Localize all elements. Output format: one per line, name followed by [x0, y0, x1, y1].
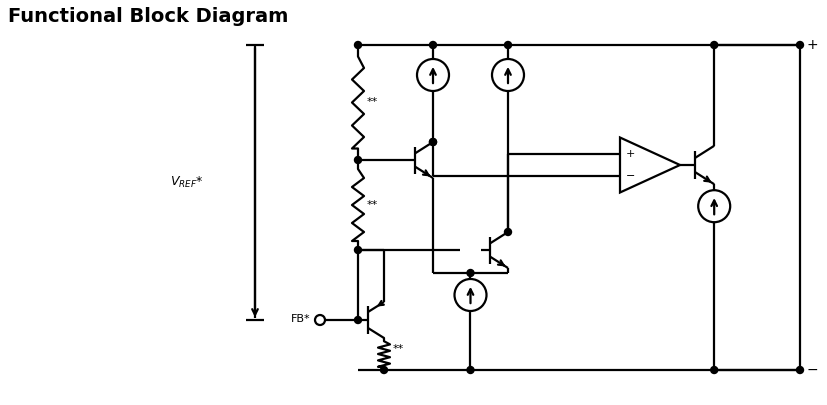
Circle shape — [354, 316, 361, 324]
Circle shape — [796, 41, 802, 49]
Circle shape — [710, 367, 717, 373]
Circle shape — [354, 41, 361, 49]
Text: +: + — [806, 38, 818, 52]
Text: +: + — [625, 149, 634, 159]
Circle shape — [354, 247, 361, 254]
Circle shape — [710, 41, 717, 49]
Text: −: − — [806, 363, 818, 377]
Circle shape — [504, 228, 511, 235]
Circle shape — [429, 139, 436, 145]
Circle shape — [466, 367, 473, 373]
Text: FB*: FB* — [291, 314, 311, 324]
Text: $V_{REF}$*: $V_{REF}$* — [170, 175, 203, 190]
Text: −: − — [625, 171, 634, 181]
Text: **: ** — [393, 344, 404, 354]
Circle shape — [466, 269, 473, 277]
Circle shape — [354, 156, 361, 164]
Circle shape — [504, 41, 511, 49]
Circle shape — [429, 41, 436, 49]
Circle shape — [796, 367, 802, 373]
Circle shape — [380, 367, 387, 373]
Circle shape — [429, 139, 436, 145]
Text: **: ** — [366, 200, 378, 210]
Text: Functional Block Diagram: Functional Block Diagram — [8, 7, 288, 26]
Text: **: ** — [366, 98, 378, 107]
